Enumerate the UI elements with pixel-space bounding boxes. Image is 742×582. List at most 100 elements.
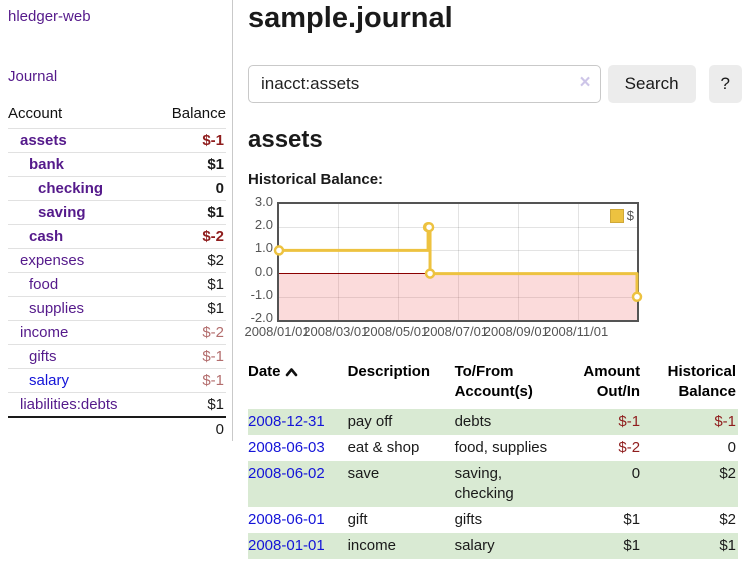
legend-label: $ [626, 208, 634, 223]
search-input[interactable] [248, 65, 601, 103]
transaction-description-cell: eat & shop [347, 439, 420, 456]
transaction-date-link[interactable]: 2008-06-03 [248, 439, 325, 456]
account-balance: $-1 [153, 344, 226, 369]
horizontal-gridline [279, 250, 637, 252]
account-balance: $-1 [153, 128, 226, 153]
transaction-date-cell: 2008-01-01 [248, 533, 348, 559]
sidebar: hledger-web Journal Account Balance asse… [0, 0, 233, 441]
account-link[interactable]: salary [29, 372, 70, 389]
transaction-accounts-cell: saving, checking [454, 465, 514, 502]
account-link[interactable]: saving [38, 204, 86, 221]
account-link[interactable]: bank [29, 156, 65, 173]
x-axis-tick-label: 2008/09/01 [483, 324, 549, 339]
x-axis-tick-label: 2008/05/01 [363, 324, 429, 339]
account-balance: $2 [153, 248, 226, 273]
vertical-gridline [397, 204, 399, 320]
y-axis-tick-label: -2.0 [250, 310, 273, 325]
accounts-total-value: 0 [153, 416, 226, 441]
transactions-table: Date Description To/From Account(s) Amou… [248, 360, 738, 559]
transaction-date-cell: 2008-06-02 [248, 461, 348, 507]
transaction-row[interactable]: 2008-06-02 save saving, checking 0 $2 [248, 461, 738, 507]
transaction-date-link[interactable]: 2008-12-31 [248, 413, 325, 430]
transaction-amount-cell: $-2 [618, 439, 641, 456]
transaction-row[interactable]: 2008-12-31 pay off debts $-1 $-1 [248, 409, 738, 435]
account-link[interactable]: checking [38, 180, 104, 197]
register-header-date[interactable]: Date [248, 360, 348, 409]
account-balance: $1 [153, 296, 226, 321]
account-row: supplies $1 [8, 296, 226, 321]
transaction-row[interactable]: 2008-06-01 gift gifts $1 $2 [248, 507, 738, 533]
transaction-description-cell: gift [347, 511, 368, 528]
account-balance: 0 [153, 176, 226, 201]
account-row: assets $-1 [8, 128, 226, 153]
account-heading: assets [248, 126, 323, 153]
transaction-balance-cell: $-1 [714, 413, 736, 430]
transaction-amount-cell: $1 [623, 511, 641, 528]
horizontal-gridline [279, 227, 637, 229]
transaction-row[interactable]: 2008-06-03 eat & shop food, supplies $-2 0 [248, 435, 738, 461]
x-axis-tick-label: 2008/11/01 [544, 324, 609, 339]
account-row: liabilities:debts $1 [8, 392, 226, 417]
accounts-header-account: Account [8, 105, 63, 122]
transaction-accounts-cell: food, supplies [454, 439, 548, 456]
transaction-date-link[interactable]: 2008-06-02 [248, 465, 325, 482]
vertical-gridline [457, 204, 459, 320]
sidebar-item-journal[interactable]: Journal [8, 68, 58, 85]
vertical-gridline [518, 204, 520, 320]
main-content: sample.journal × Search ? assets Histori… [233, 0, 742, 559]
account-balance: $1 [153, 272, 226, 297]
transaction-row[interactable]: 2008-01-01 income salary $1 $1 [248, 533, 738, 559]
account-row: food $1 [8, 272, 226, 297]
transaction-date-link[interactable]: 2008-01-01 [248, 537, 325, 554]
transaction-balance-cell: 0 [727, 439, 736, 456]
transaction-description-cell: pay off [347, 413, 393, 430]
account-row: expenses $2 [8, 248, 226, 273]
account-link[interactable]: cash [29, 228, 64, 245]
register-header-balance[interactable]: Historical Balance [667, 363, 736, 400]
transaction-accounts-cell: debts [454, 413, 492, 430]
account-balance: $-1 [153, 368, 226, 393]
account-balance: $1 [153, 200, 226, 225]
page-title: sample.journal [248, 2, 453, 34]
account-link[interactable]: gifts [29, 348, 57, 365]
y-axis-tick-label: 3.0 [254, 194, 273, 209]
help-button[interactable]: ? [708, 65, 742, 103]
transaction-amount-cell: $1 [623, 537, 641, 554]
chart-title: Historical Balance: [248, 171, 384, 188]
y-axis-tick-label: 2.0 [254, 217, 273, 233]
clear-search-icon[interactable]: × [579, 72, 591, 93]
transaction-date-link[interactable]: 2008-06-01 [248, 511, 325, 528]
account-row: checking 0 [8, 176, 226, 201]
transaction-date-cell: 2008-06-01 [248, 507, 348, 533]
x-axis-tick-label: 2008/03/01 [303, 324, 369, 339]
account-balance: $1 [153, 392, 226, 417]
account-link[interactable]: food [29, 276, 59, 293]
register-header-description[interactable]: Description [347, 363, 431, 380]
transaction-description-cell: save [347, 465, 380, 482]
transaction-balance-cell: $2 [719, 465, 736, 482]
app-title-link[interactable]: hledger-web [8, 8, 91, 25]
hledger-web-app: hledger-web Journal Account Balance asse… [0, 0, 742, 559]
account-balance: $-2 [153, 320, 226, 345]
account-link[interactable]: expenses [20, 252, 85, 269]
sort-ascending-icon [285, 363, 298, 383]
register-header-amount[interactable]: Amount Out/In [583, 363, 641, 400]
account-balance: $-2 [153, 224, 226, 249]
transaction-balance-cell: $1 [719, 537, 736, 554]
accounts-header-balance: Balance [171, 105, 226, 122]
account-link[interactable]: income [20, 324, 69, 341]
register-header-accounts[interactable]: To/From Account(s) [454, 363, 533, 400]
accounts-table: Account Balance assets $-1 bank $1 checking 0… [8, 105, 226, 441]
account-link[interactable]: liabilities:debts [20, 396, 118, 413]
account-link[interactable]: assets [20, 132, 67, 149]
search-button[interactable]: Search [607, 65, 696, 103]
chart-plot-area[interactable]: $ [273, 202, 643, 322]
account-row: salary $-1 [8, 368, 226, 393]
transaction-accounts-cell: salary [454, 537, 495, 554]
account-link[interactable]: supplies [29, 300, 85, 317]
horizontal-gridline [279, 296, 637, 298]
transaction-accounts-cell: gifts [454, 511, 483, 528]
balance-series-line [273, 221, 643, 303]
transaction-description-cell: income [347, 537, 396, 554]
negative-region [279, 273, 637, 320]
